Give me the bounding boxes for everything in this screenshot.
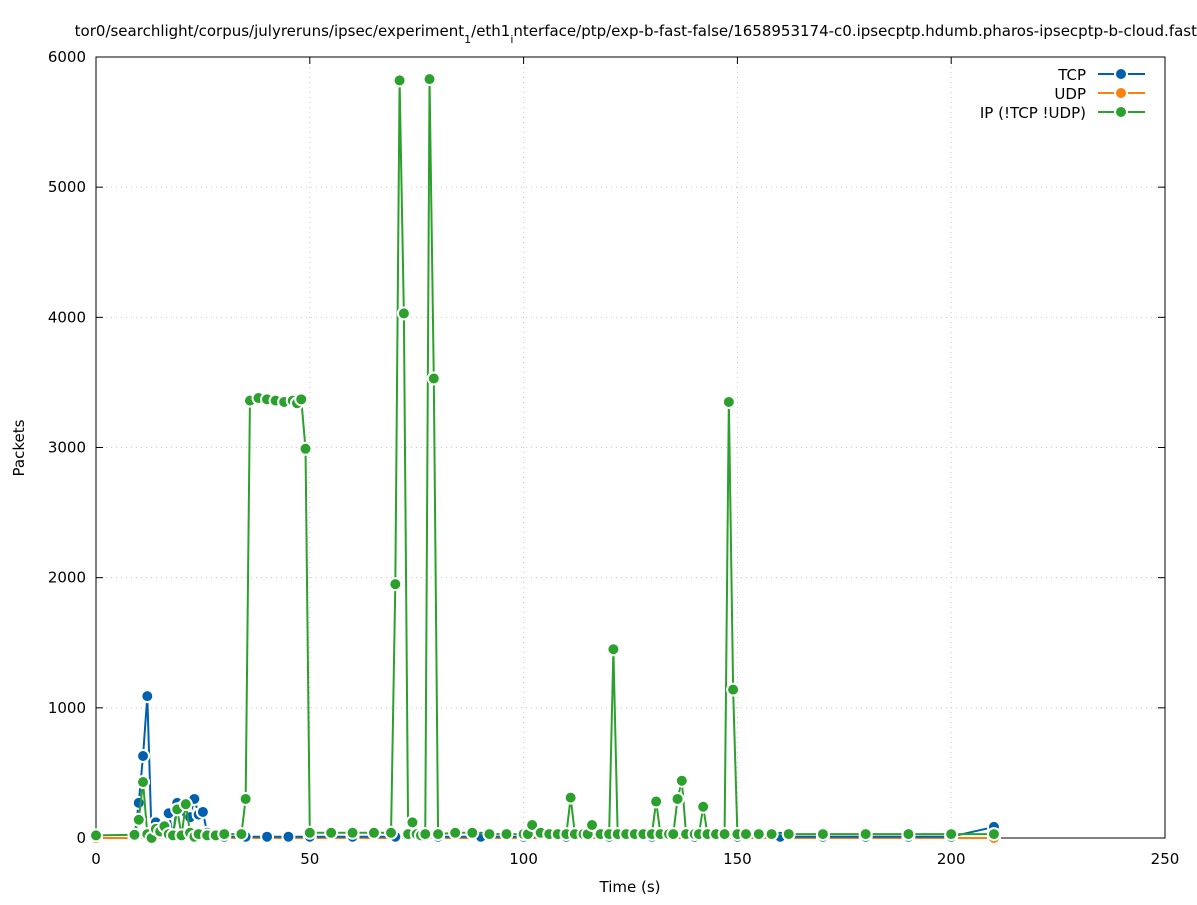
data-point-ip xyxy=(448,825,463,840)
data-point-ip xyxy=(781,827,796,842)
series-ip xyxy=(89,72,1001,845)
data-point-ip xyxy=(89,828,103,843)
data-point-ip xyxy=(405,815,420,830)
data-point-ip xyxy=(721,394,736,409)
data-point-ip xyxy=(217,827,232,842)
legend-marker-udp xyxy=(1114,86,1128,100)
data-point-ip xyxy=(674,773,689,788)
data-point-ip xyxy=(131,812,146,827)
data-point-ip xyxy=(499,827,514,842)
data-point-tcp xyxy=(195,804,210,819)
data-point-ip xyxy=(294,392,309,407)
legend-label-tcp: TCP xyxy=(1057,66,1086,84)
y-tick-label: 2000 xyxy=(48,569,86,587)
data-point-ip xyxy=(298,441,313,456)
x-tick-label: 0 xyxy=(91,850,101,868)
data-point-ip xyxy=(136,775,151,790)
series-line-tcp xyxy=(133,695,995,838)
x-tick-label: 100 xyxy=(509,850,538,868)
legend-label-ip: IP (!TCP !UDP) xyxy=(980,104,1086,122)
y-tick-label: 5000 xyxy=(48,178,86,196)
legend-marker-tcp xyxy=(1114,67,1128,81)
data-point-ip xyxy=(482,827,497,842)
y-tick-label: 0 xyxy=(76,829,86,847)
data-point-ip xyxy=(302,825,317,840)
data-point-ip xyxy=(858,827,873,842)
data-point-ip xyxy=(234,827,249,842)
data-point-ip xyxy=(696,799,711,814)
data-point-ip xyxy=(717,827,732,842)
title-part-1: tor0/searchlight/corpus/julyreruns/ipsec… xyxy=(75,22,465,40)
title-sub-1: 1 xyxy=(464,33,471,46)
data-point-ip xyxy=(345,825,360,840)
data-point-ip xyxy=(726,682,741,697)
series-tcp xyxy=(127,689,1001,844)
data-point-ip xyxy=(418,827,433,842)
x-tick-label: 250 xyxy=(1151,850,1180,868)
tick-label-layer: 0 50 100 150 200 250 0 1000 2000 3000 4000 5000 6000 xyxy=(48,48,1180,868)
x-tick-label: 200 xyxy=(937,850,966,868)
data-point-ip xyxy=(585,817,600,832)
grid-layer xyxy=(96,57,1165,838)
data-point-ip xyxy=(396,306,411,321)
data-point-ip xyxy=(670,791,685,806)
data-point-tcp xyxy=(140,689,155,704)
legend-marker-ip xyxy=(1114,105,1128,119)
data-point-ip xyxy=(901,827,916,842)
data-point-ip xyxy=(666,827,681,842)
x-tick-label: 150 xyxy=(723,850,752,868)
data-point-tcp xyxy=(136,748,151,763)
title-sub-2: i xyxy=(510,33,513,46)
title-part-2: /eth1 xyxy=(471,22,510,40)
data-point-ip xyxy=(388,577,403,592)
data-point-ip xyxy=(465,825,480,840)
data-point-ip xyxy=(738,827,753,842)
y-tick-label: 3000 xyxy=(48,439,86,457)
legend-label-udp: UDP xyxy=(1054,85,1086,103)
data-point-tcp xyxy=(260,829,275,844)
data-point-ip xyxy=(392,73,407,88)
data-point-ip xyxy=(324,825,339,840)
data-point-ip xyxy=(384,825,399,840)
legend: TCP UDP IP (!TCP !UDP) xyxy=(980,66,1145,122)
data-point-ip xyxy=(606,642,621,657)
data-point-ip xyxy=(431,827,446,842)
data-point-ip xyxy=(649,794,664,809)
data-point-ip xyxy=(986,827,1001,842)
data-point-ip xyxy=(422,72,437,87)
data-point-ip xyxy=(764,827,779,842)
data-point-ip xyxy=(563,790,578,805)
data-point-ip xyxy=(238,791,253,806)
title-part-3: nterface/ptp/exp-b-fast-false/1658953174… xyxy=(513,22,1197,40)
data-point-tcp xyxy=(131,795,146,810)
series-layer xyxy=(89,72,1001,845)
y-tick-label: 6000 xyxy=(48,48,86,66)
data-point-ip xyxy=(426,371,441,386)
x-axis-label: Time (s) xyxy=(599,878,661,896)
chart-title: tor0/searchlight/corpus/julyreruns/ipsec… xyxy=(75,22,1197,46)
data-point-ip xyxy=(944,827,959,842)
y-axis-label: Packets xyxy=(10,419,28,476)
data-point-ip xyxy=(178,797,193,812)
y-tick-label: 4000 xyxy=(48,308,86,326)
data-point-ip xyxy=(525,817,540,832)
data-point-ip xyxy=(751,827,766,842)
data-point-ip xyxy=(366,825,381,840)
y-tick-label: 1000 xyxy=(48,699,86,717)
series-line-ip xyxy=(95,78,994,839)
x-tick-label: 50 xyxy=(300,850,319,868)
data-point-ip xyxy=(127,827,142,842)
data-point-tcp xyxy=(281,829,296,844)
data-point-ip xyxy=(815,827,830,842)
